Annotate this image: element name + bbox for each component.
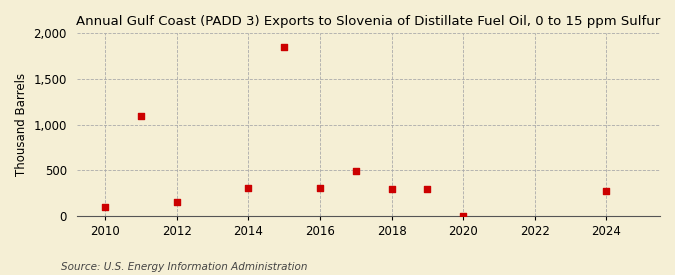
Title: Annual Gulf Coast (PADD 3) Exports to Slovenia of Distillate Fuel Oil, 0 to 15 p: Annual Gulf Coast (PADD 3) Exports to Sl…	[76, 15, 660, 28]
Point	[243, 186, 254, 190]
Point	[279, 45, 290, 50]
Point	[458, 213, 468, 218]
Y-axis label: Thousand Barrels: Thousand Barrels	[15, 73, 28, 176]
Point	[601, 189, 612, 193]
Point	[171, 200, 182, 204]
Point	[315, 186, 325, 191]
Point	[136, 114, 146, 118]
Point	[350, 168, 361, 173]
Text: Source: U.S. Energy Information Administration: Source: U.S. Energy Information Administ…	[61, 262, 307, 272]
Point	[100, 205, 111, 209]
Point	[422, 186, 433, 191]
Point	[386, 186, 397, 191]
